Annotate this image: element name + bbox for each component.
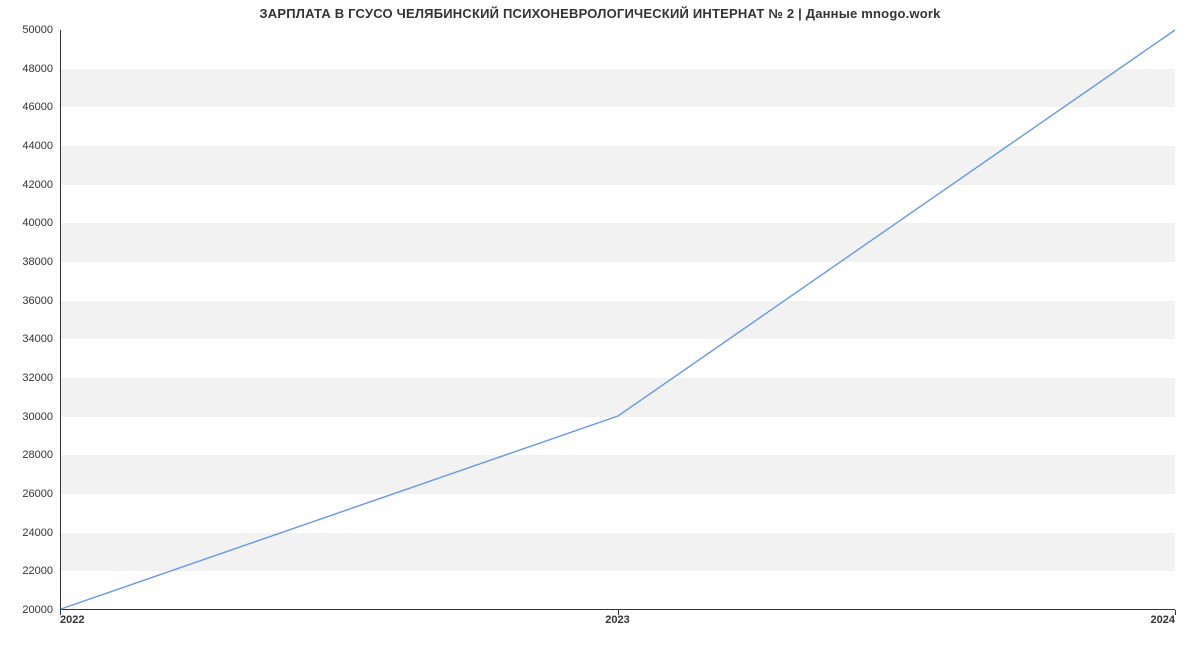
y-tick-label: 42000 xyxy=(3,179,53,191)
x-tick-label: 2022 xyxy=(60,614,84,626)
y-tick-label: 28000 xyxy=(3,449,53,461)
y-tick-label: 40000 xyxy=(3,217,53,229)
y-tick-label: 26000 xyxy=(3,488,53,500)
y-tick-label: 36000 xyxy=(3,295,53,307)
line-layer xyxy=(61,30,1175,609)
chart-title: ЗАРПЛАТА В ГСУСО ЧЕЛЯБИНСКИЙ ПСИХОНЕВРОЛ… xyxy=(0,6,1200,21)
y-tick-label: 32000 xyxy=(3,372,53,384)
y-tick-label: 30000 xyxy=(3,411,53,423)
x-tick-label: 2024 xyxy=(1151,614,1175,626)
y-tick-label: 22000 xyxy=(3,565,53,577)
y-tick-label: 20000 xyxy=(3,604,53,616)
chart-container: ЗАРПЛАТА В ГСУСО ЧЕЛЯБИНСКИЙ ПСИХОНЕВРОЛ… xyxy=(0,0,1200,650)
y-tick-label: 44000 xyxy=(3,140,53,152)
x-tick-label: 2023 xyxy=(605,614,629,626)
x-tick-mark xyxy=(1175,610,1176,615)
y-tick-label: 34000 xyxy=(3,333,53,345)
plot-area xyxy=(60,30,1175,610)
y-tick-label: 24000 xyxy=(3,527,53,539)
y-tick-label: 38000 xyxy=(3,256,53,268)
y-tick-label: 46000 xyxy=(3,101,53,113)
y-tick-label: 50000 xyxy=(3,24,53,36)
y-tick-label: 48000 xyxy=(3,63,53,75)
series-line xyxy=(61,30,1175,609)
